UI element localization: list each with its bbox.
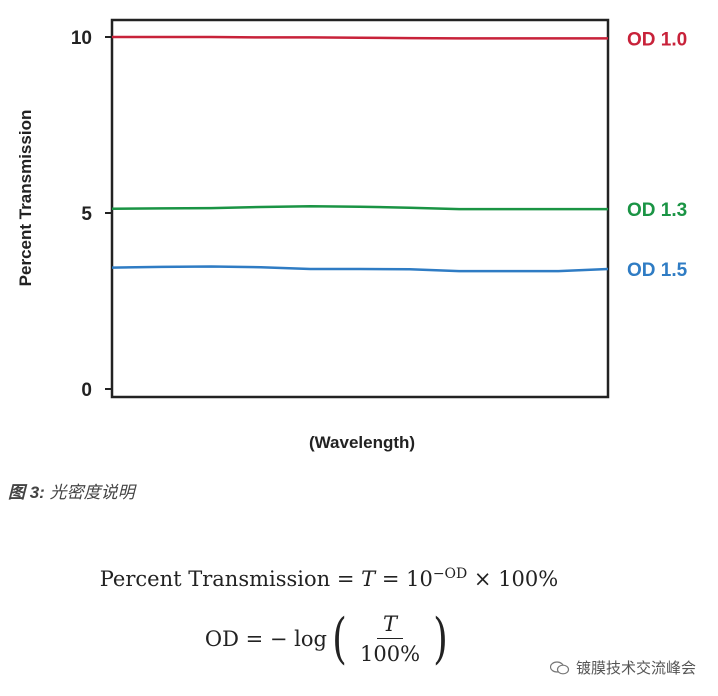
series-label-1: OD 1.3: [627, 200, 687, 221]
right-paren: ): [433, 607, 448, 670]
chart: 0 5 10 OD 1.0 OD 1.3 OD 1.5 Percent Transmis…: [16, 18, 688, 452]
formula2-lhs: OD = − log: [204, 627, 327, 651]
formula1-eq: = 10: [375, 567, 433, 591]
fraction-denominator: 100%: [360, 642, 421, 666]
y-tick-label: 5: [81, 204, 92, 225]
transmission-formula: Percent Transmission = T = 10−OD × 100%: [0, 566, 688, 591]
y-tick-label: 10: [71, 28, 92, 49]
watermark-text: 镀膜技术交流峰会: [575, 660, 696, 677]
y-axis-title: Percent Transmission: [16, 110, 35, 287]
series-line-0: [112, 35, 608, 40]
x-axis-title: (Wavelength): [309, 433, 415, 452]
formula1-lhs: Percent Transmission: [99, 567, 331, 591]
y-tick-label: 0: [81, 380, 92, 401]
caption-prefix: 图 3:: [8, 483, 45, 502]
fraction: T 100%: [354, 612, 426, 666]
formula1-mid: =: [330, 567, 362, 591]
y-axis: 0 5 10: [71, 28, 112, 401]
series-lines: [111, 35, 609, 273]
series-label-2: OD 1.5: [627, 260, 688, 281]
series-labels: OD 1.0 OD 1.3 OD 1.5: [627, 29, 688, 281]
left-paren: (: [332, 607, 347, 670]
fraction-numerator: T: [377, 612, 404, 639]
series-line-1: [111, 205, 608, 211]
series-line-2: [111, 265, 609, 273]
wechat-icon: [549, 660, 570, 674]
figure-caption: 图 3: 光密度说明: [8, 478, 135, 503]
caption-text: 光密度说明: [44, 483, 135, 502]
od-formula: OD = − log ( T 100% ): [0, 607, 688, 670]
series-label-0: OD 1.0: [627, 29, 687, 50]
watermark: 镀膜技术交流峰会: [549, 657, 696, 678]
formula1-exp: −OD: [432, 566, 468, 582]
formula1-tail: × 100%: [467, 567, 559, 591]
formula1-var: T: [361, 567, 376, 591]
